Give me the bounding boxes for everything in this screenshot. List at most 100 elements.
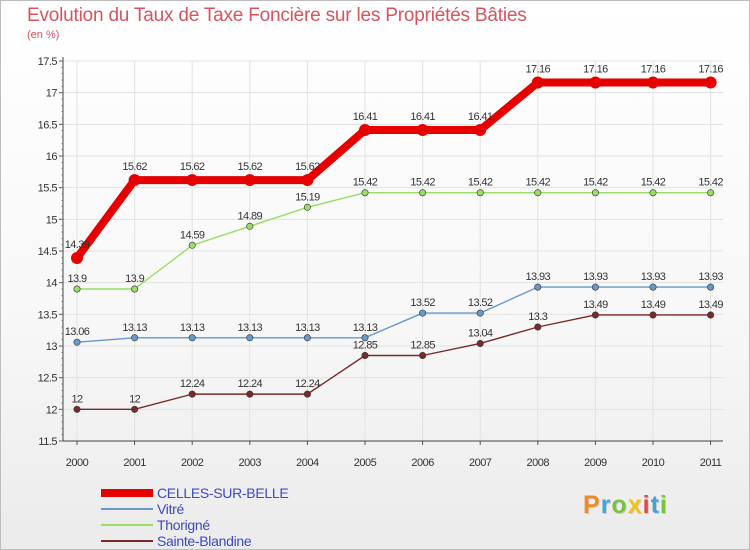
y-tick-label: 13.5	[38, 309, 58, 321]
data-label: 13.93	[698, 271, 723, 283]
legend-swatch	[101, 508, 153, 510]
data-point	[534, 283, 542, 291]
y-tick-label: 14	[46, 278, 58, 290]
data-point	[534, 323, 542, 331]
data-point	[707, 283, 715, 291]
x-tick-label: 2009	[584, 457, 607, 469]
data-label: 13.49	[698, 299, 723, 311]
data-label: 12.85	[353, 340, 378, 352]
data-point	[128, 174, 141, 187]
data-label: 17.16	[583, 64, 608, 76]
data-label: 15.42	[353, 177, 378, 189]
data-label: 15.42	[641, 177, 666, 189]
x-tick-label: 2007	[469, 457, 492, 469]
x-tick-label: 2004	[296, 457, 319, 469]
data-point	[73, 338, 81, 346]
legend-label: Sainte-Blandine	[157, 533, 252, 549]
data-label: 13.49	[583, 299, 608, 311]
data-label: 12.85	[410, 340, 435, 352]
data-point	[301, 174, 314, 187]
y-tick-label: 12	[46, 404, 58, 416]
data-label: 14.39	[65, 239, 90, 251]
data-label: 15.62	[295, 161, 320, 173]
data-label: 13.49	[641, 299, 666, 311]
legend-swatch	[101, 524, 153, 526]
x-tick-label: 2008	[527, 457, 550, 469]
data-point	[707, 311, 715, 319]
data-point	[589, 76, 602, 89]
legend-label: Thorigné	[157, 517, 210, 533]
data-label: 12.24	[295, 378, 320, 390]
data-point	[73, 405, 81, 413]
data-label: 12.24	[180, 378, 205, 390]
x-tick-label: 2006	[411, 457, 434, 469]
data-point	[131, 405, 139, 413]
data-label: 15.19	[295, 191, 320, 203]
data-label: 13.13	[353, 322, 378, 334]
data-label: 12	[129, 393, 141, 405]
data-label: 13.93	[526, 271, 551, 283]
data-label: 17.16	[641, 64, 666, 76]
data-label: 13.93	[583, 271, 608, 283]
y-tick-label: 17	[46, 88, 58, 100]
y-tick-label: 11.5	[38, 436, 57, 448]
chart-title: Evolution du Taux de Taxe Foncière sur l…	[27, 5, 527, 26]
data-point	[647, 76, 659, 89]
data-label: 17.16	[698, 64, 723, 76]
proxiti-logo: Proxiti	[583, 491, 668, 519]
data-label: 13.04	[468, 327, 493, 339]
data-point	[476, 309, 484, 317]
data-point	[71, 251, 83, 264]
y-tick-label: 14.5	[38, 246, 58, 258]
series-line-sainte-blandine	[76, 314, 712, 411]
data-label: 14.89	[238, 210, 263, 222]
data-label: 17.16	[526, 64, 551, 76]
data-point	[361, 189, 369, 197]
data-point	[303, 390, 311, 398]
data-point	[704, 76, 717, 89]
legend-label: CELLES-SUR-BELLE	[157, 485, 289, 501]
data-point	[476, 189, 484, 197]
data-point	[73, 285, 81, 293]
data-point	[131, 334, 139, 342]
data-point	[416, 124, 429, 137]
data-point	[591, 311, 599, 319]
data-label: 15.42	[526, 177, 551, 189]
chart-subtitle: (en %)	[27, 29, 60, 41]
data-point	[361, 334, 369, 342]
data-label: 15.62	[122, 161, 147, 173]
x-tick-label: 2011	[700, 457, 722, 469]
data-point	[243, 174, 256, 187]
x-tick-label: 2010	[642, 457, 665, 469]
data-point	[591, 283, 599, 291]
data-point	[188, 241, 196, 249]
data-label: 13.52	[468, 297, 493, 309]
x-tick-label: 2002	[181, 457, 204, 469]
data-label: 15.42	[698, 177, 723, 189]
data-label: 13.13	[122, 322, 147, 334]
data-label: 15.62	[180, 161, 205, 173]
data-point	[649, 311, 657, 319]
series-line-thorign-	[76, 192, 712, 290]
x-tick-label: 2005	[354, 457, 377, 469]
data-label: 15.42	[468, 177, 493, 189]
data-label: 13.06	[65, 326, 90, 338]
data-label: 13.52	[410, 297, 435, 309]
data-label: 16.41	[410, 111, 435, 123]
series-line-vitr-	[76, 286, 712, 343]
data-point	[476, 339, 484, 347]
y-tick-label: 12.5	[38, 373, 58, 385]
y-tick-label: 15.5	[38, 183, 58, 195]
data-point	[246, 222, 254, 230]
data-label: 13.3	[528, 311, 547, 323]
data-point	[419, 189, 427, 197]
data-point	[131, 285, 139, 293]
data-point	[649, 189, 657, 197]
y-tick-label: 16.5	[38, 119, 58, 131]
data-point	[419, 351, 427, 359]
data-point	[591, 189, 599, 197]
data-point	[419, 309, 427, 317]
data-point	[359, 124, 371, 137]
x-tick-label: 2001	[123, 457, 146, 469]
